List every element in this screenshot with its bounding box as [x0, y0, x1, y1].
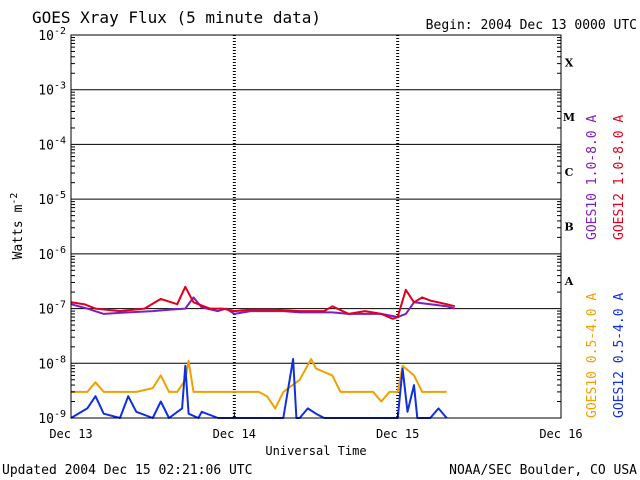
chart-title: GOES Xray Flux (5 minute data)	[32, 8, 321, 27]
y-tick-base: 10	[38, 84, 54, 99]
x-tick-label: Dec 15	[376, 427, 419, 441]
y-tick-exponent: -7	[54, 300, 66, 311]
y-tick-base: 10	[38, 248, 54, 263]
series-line	[70, 358, 448, 419]
y-tick-exponent: -3	[54, 81, 66, 92]
legend-entry: GOES10 0.5-4.0 A	[585, 293, 600, 418]
series-line	[71, 358, 447, 410]
grid-lines	[71, 89, 561, 364]
y-tick-label: 10-3	[38, 81, 66, 99]
y-axis-title: Watts m-2	[9, 193, 26, 260]
updated-timestamp: Updated 2004 Dec 15 02:21:06 UTC	[2, 463, 252, 478]
series-line	[70, 285, 456, 320]
y-tick-label: 10-6	[38, 245, 66, 263]
y-tick-base: 10	[38, 29, 54, 44]
begin-time: Begin: 2004 Dec 13 0000 UTC	[426, 18, 637, 33]
x-tick-label: Dec 16	[539, 427, 582, 441]
data-series	[70, 285, 456, 419]
flare-class-label: A	[564, 275, 574, 288]
y-tick-exponent: -2	[54, 26, 66, 37]
y-tick-label: 10-5	[38, 190, 66, 208]
legend-entry: GOES10 1.0-8.0 A	[585, 115, 600, 240]
flare-class-labels: X M C B A	[563, 56, 575, 288]
y-tick-base: 10	[38, 412, 54, 427]
day-divider-ticks	[232, 35, 400, 418]
plot-frame	[70, 34, 562, 419]
y-tick-label: 10-9	[38, 409, 66, 427]
y-tick-label: 10-4	[38, 135, 66, 153]
legend-entry: GOES12 1.0-8.0 A	[612, 115, 627, 240]
y-tick-exponent: -8	[54, 354, 66, 365]
y-axis-title-text: Watts m	[11, 204, 26, 259]
y-tick-label: 10-7	[38, 300, 66, 318]
y-axis-title-exponent: -2	[9, 193, 20, 205]
y-tick-exponent: -5	[54, 190, 66, 201]
y-tick-base: 10	[38, 138, 54, 153]
x-tick-label: Dec 13	[49, 427, 92, 441]
series-line	[70, 296, 456, 318]
y-tick-label: 10-2	[38, 26, 66, 44]
source-credit: NOAA/SEC Boulder, CO USA	[449, 463, 637, 478]
y-tick-base: 10	[38, 357, 54, 372]
flare-class-label: M	[563, 111, 575, 124]
y-tick-exponent: -9	[54, 409, 66, 420]
x-axis-ticks: Dec 13 Dec 14 Dec 15 Dec 16	[49, 412, 583, 441]
y-tick-exponent: -4	[54, 135, 66, 146]
flare-class-label: C	[565, 166, 574, 179]
legend-entry: GOES12 0.5-4.0 A	[612, 293, 627, 418]
y-tick-label: 10-8	[38, 354, 66, 372]
y-axis-ticks: 10-210-310-410-510-610-710-810-9	[38, 26, 561, 427]
y-tick-base: 10	[38, 303, 54, 318]
x-axis-title: Universal Time	[265, 444, 366, 458]
flare-class-label: B	[564, 221, 573, 234]
x-tick-label: Dec 14	[213, 427, 256, 441]
flare-class-label: X	[565, 56, 574, 69]
legend: GOES10 1.0-8.0 A GOES12 1.0-8.0 A GOES10 0…	[585, 115, 627, 418]
y-tick-base: 10	[38, 193, 54, 208]
y-tick-exponent: -6	[54, 245, 66, 256]
